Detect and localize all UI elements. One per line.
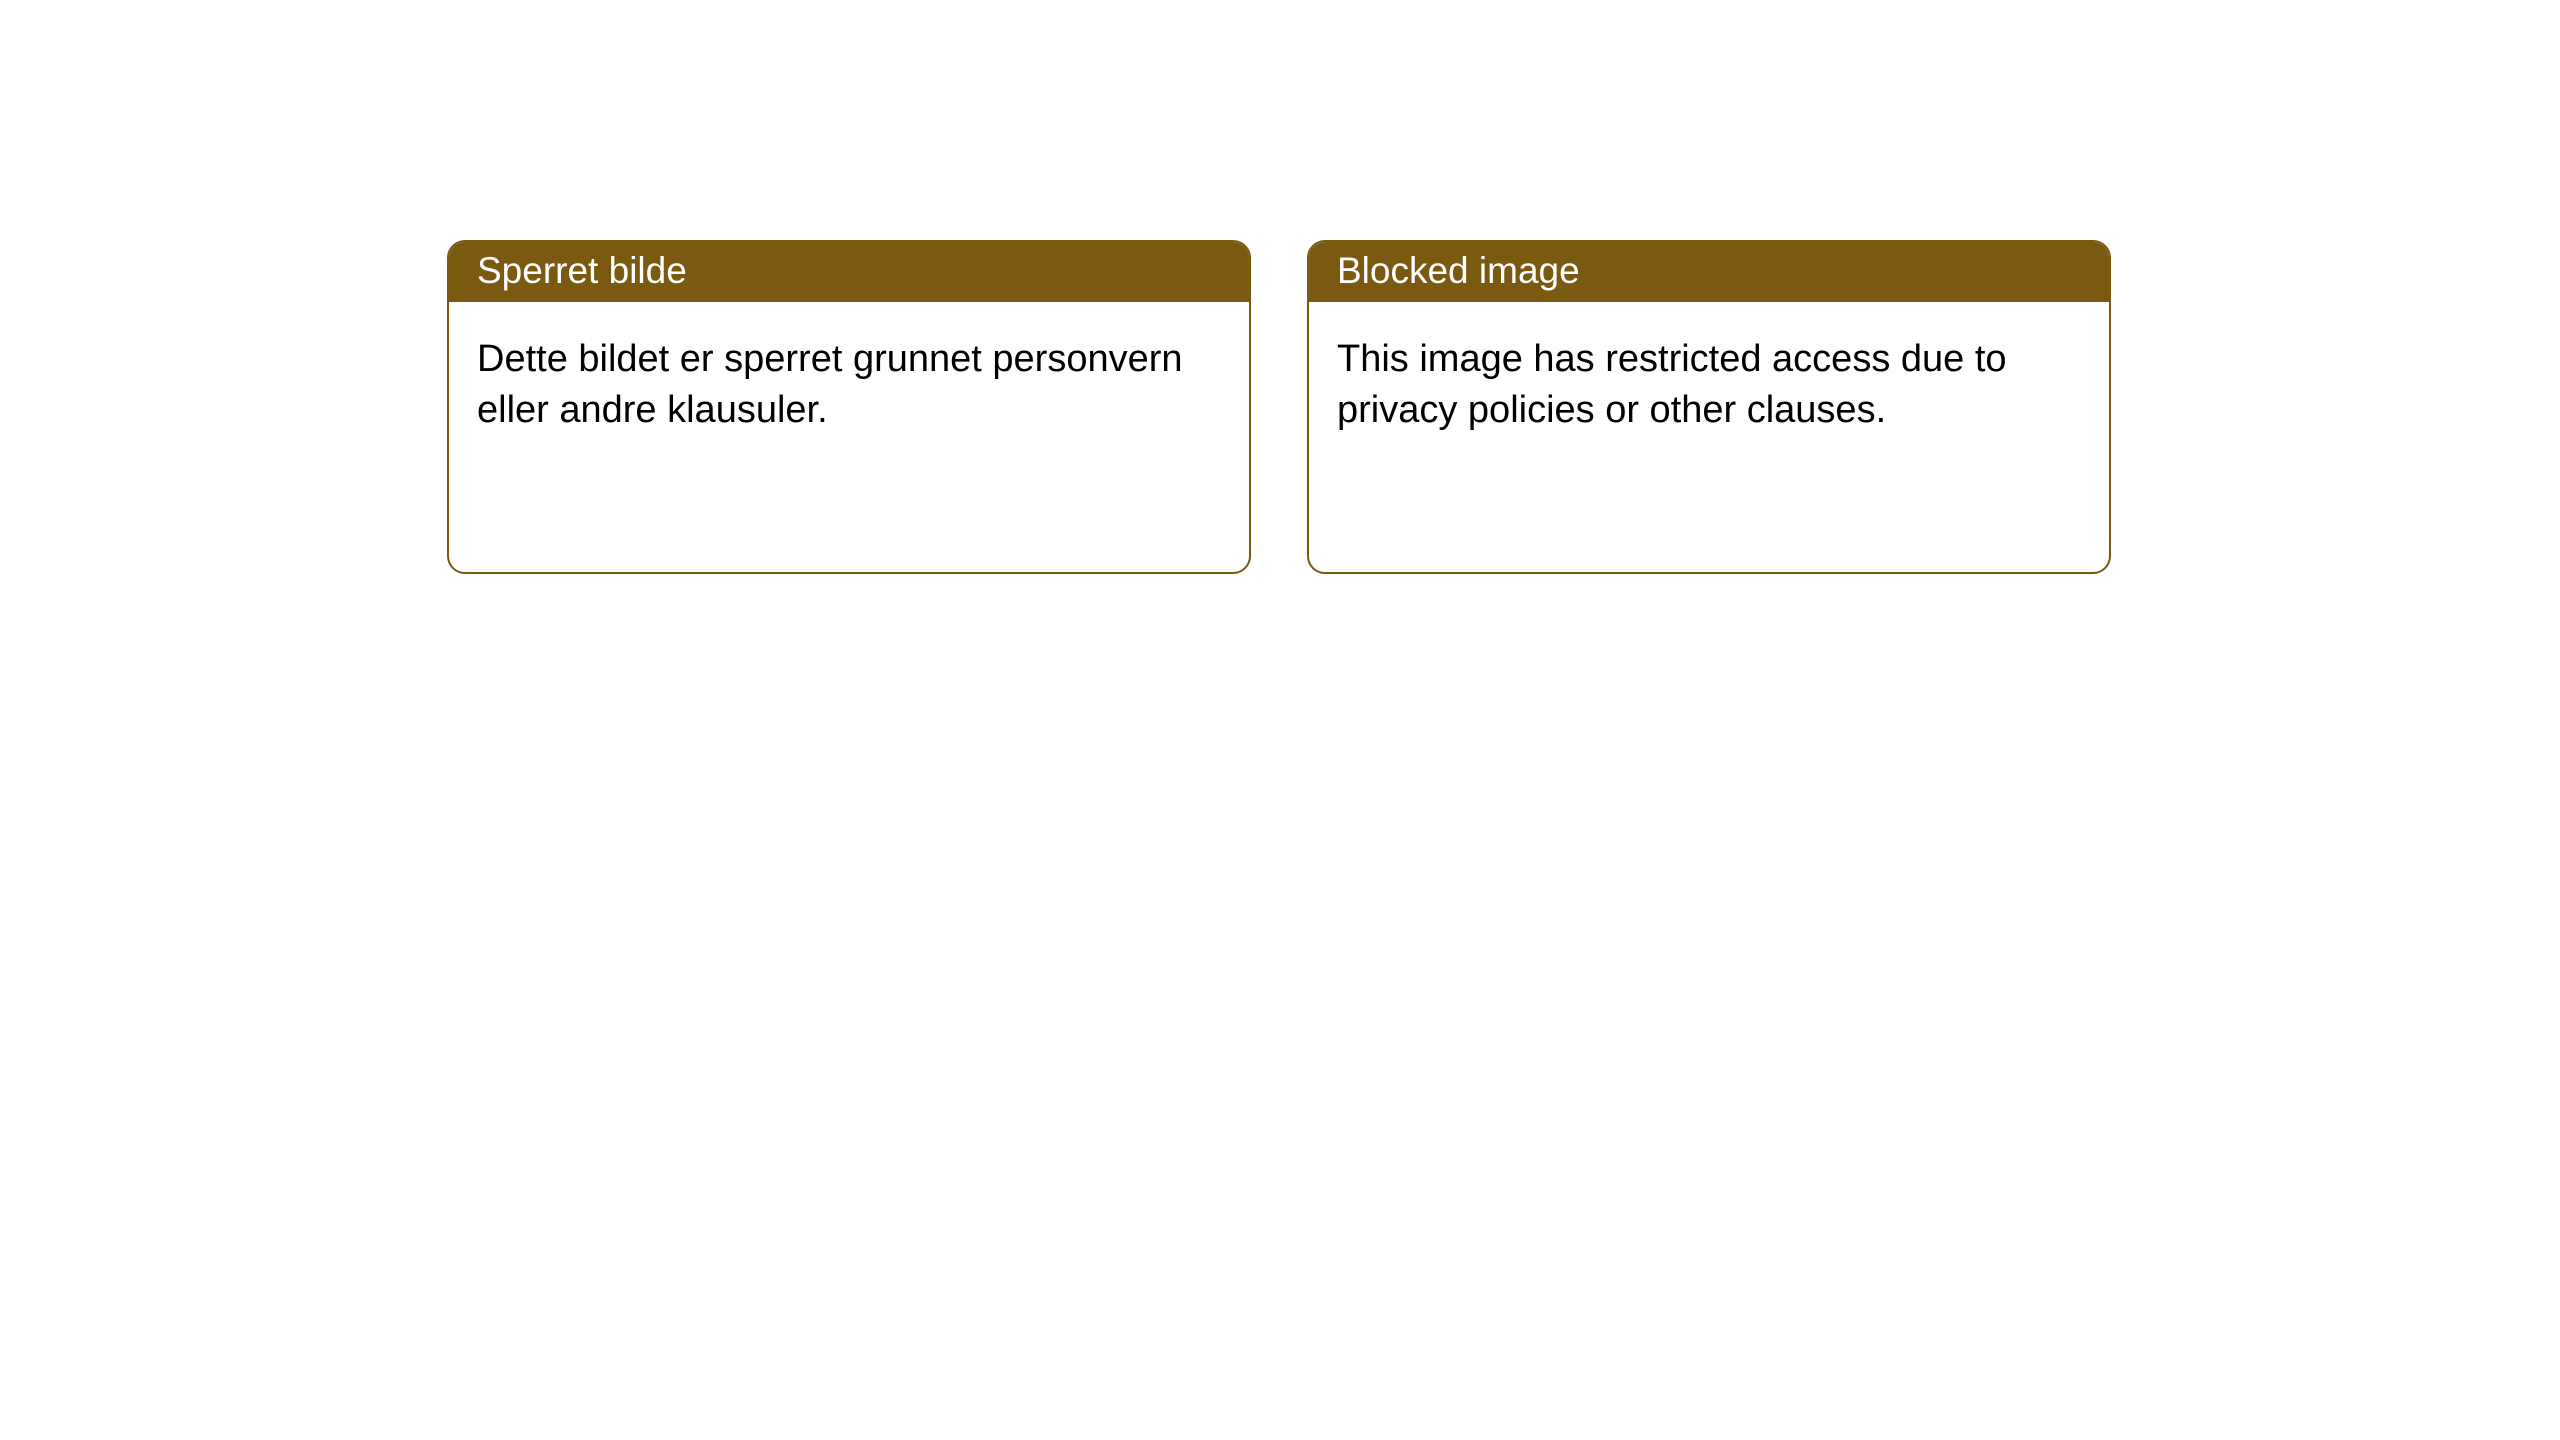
notice-container: Sperret bilde Dette bildet er sperret gr…	[0, 0, 2560, 574]
notice-text: This image has restricted access due to …	[1337, 338, 2007, 431]
notice-card-english: Blocked image This image has restricted …	[1307, 240, 2111, 574]
notice-title: Blocked image	[1337, 250, 1580, 291]
notice-body: Dette bildet er sperret grunnet personve…	[449, 302, 1249, 469]
notice-header: Sperret bilde	[449, 242, 1249, 302]
notice-text: Dette bildet er sperret grunnet personve…	[477, 338, 1183, 431]
notice-card-norwegian: Sperret bilde Dette bildet er sperret gr…	[447, 240, 1251, 574]
notice-body: This image has restricted access due to …	[1309, 302, 2109, 469]
notice-header: Blocked image	[1309, 242, 2109, 302]
notice-title: Sperret bilde	[477, 250, 687, 291]
